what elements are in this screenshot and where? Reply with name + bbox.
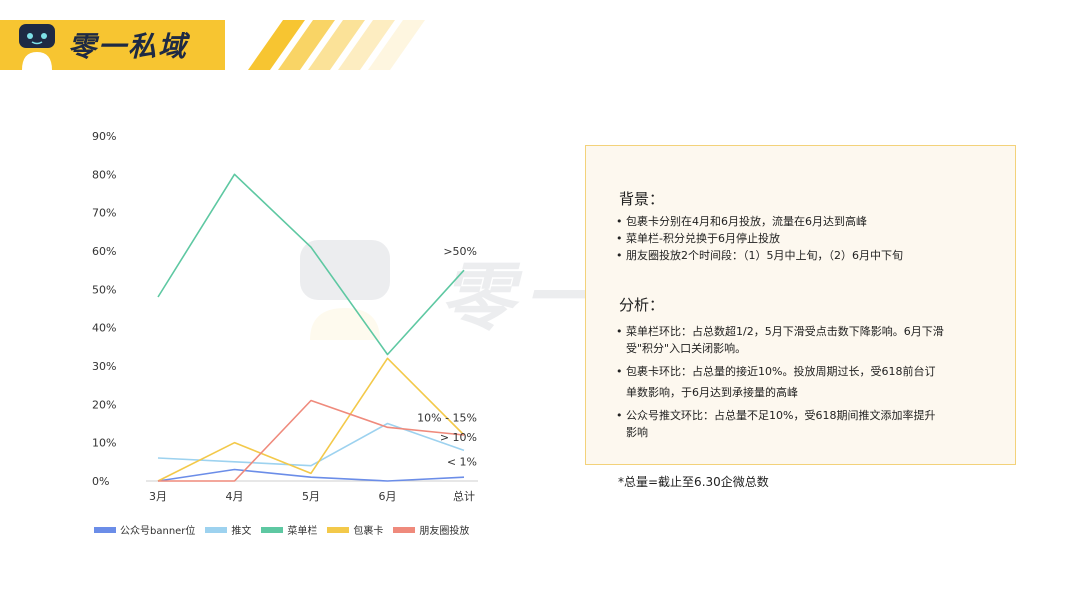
series-line xyxy=(157,357,465,482)
y-tick-label: 80% xyxy=(92,168,116,181)
line-chart: 0% 10% 20% 30% 40% 50% 60% 70% 80% 90% 3月 4月 5月 6月 总计 >… xyxy=(92,130,478,503)
background-list: 包裹卡分别在4月和6月投放，流量在6月达到高峰 菜单栏-积分兑换于6月停止投放 … xyxy=(616,213,966,264)
series-line xyxy=(157,422,465,467)
x-tick-label: 4月 xyxy=(226,490,244,503)
x-tick-label: 6月 xyxy=(379,490,397,503)
x-tick-label: 3月 xyxy=(149,490,167,503)
legend-item: 朋友圈投放 xyxy=(393,522,469,537)
robot-logo-icon xyxy=(19,24,55,70)
analysis-list: 菜单栏环比：占总数超1/2，5月下滑受点击数下降影响。6月下滑受"积分"入口关闭… xyxy=(616,323,946,441)
chart-legend: 公众号banner位 推文 菜单栏 包裹卡 朋友圈投放 xyxy=(94,522,469,537)
x-tick-label: 5月 xyxy=(302,490,320,503)
footnote: *总量=截止至6.30企微总数 xyxy=(618,475,769,489)
x-tick-label: 总计 xyxy=(453,489,475,503)
legend-swatch xyxy=(393,526,416,533)
watermark-robot-icon xyxy=(300,240,390,340)
legend-item: 公众号banner位 xyxy=(94,522,195,537)
chart-annotation: >50% xyxy=(443,245,477,258)
header-banner: 零一私域 xyxy=(0,0,426,70)
legend-item: 菜单栏 xyxy=(261,522,317,537)
series-line xyxy=(158,399,465,482)
legend-label: 朋友圈投放 xyxy=(419,526,470,537)
analysis-heading: 分析： xyxy=(619,296,665,314)
list-item: 包裹卡环比：占总量的接近10%。投放周期过长，受618前台订单数影响，于6月达到… xyxy=(616,361,946,403)
y-tick-label: 20% xyxy=(92,398,116,411)
y-tick-label: 30% xyxy=(92,360,116,373)
y-tick-label: 60% xyxy=(92,245,116,258)
brand-title: 零一私域 xyxy=(68,30,189,63)
y-tick-label: 90% xyxy=(92,130,116,143)
list-item: 公众号推文环比：占总量不足10%，受618期间推文添加率提升影响 xyxy=(616,407,946,441)
chart-annotation: 10% - 15% xyxy=(417,412,477,425)
list-item: 菜单栏环比：占总数超1/2，5月下滑受点击数下降影响。6月下滑受"积分"入口关闭… xyxy=(616,323,946,357)
y-tick-label: 70% xyxy=(92,207,116,220)
legend-item: 包裹卡 xyxy=(327,522,383,537)
y-tick-label: 0% xyxy=(92,475,109,488)
legend-swatch xyxy=(261,526,284,533)
legend-swatch xyxy=(327,526,350,533)
background-heading: 背景： xyxy=(619,190,665,208)
legend-swatch xyxy=(205,526,228,533)
legend-label: 包裹卡 xyxy=(353,526,384,537)
chart-annotation: < 1% xyxy=(447,456,477,469)
legend-label: 推文 xyxy=(231,526,252,537)
series-line xyxy=(157,173,465,356)
y-tick-label: 50% xyxy=(92,283,116,296)
list-item: 包裹卡分别在4月和6月投放，流量在6月达到高峰 xyxy=(616,213,966,230)
series-line xyxy=(157,468,465,482)
legend-swatch xyxy=(94,526,116,533)
legend-label: 菜单栏 xyxy=(287,526,318,537)
list-item: 朋友圈投放2个时间段：（1）5月中上旬，（2）6月中下旬 xyxy=(616,247,966,264)
analysis-panel: 背景： 包裹卡分别在4月和6月投放，流量在6月达到高峰 菜单栏-积分兑换于6月停… xyxy=(585,145,1016,465)
list-item: 菜单栏-积分兑换于6月停止投放 xyxy=(616,230,966,247)
legend-label: 公众号banner位 xyxy=(120,526,196,537)
chart-annotation: > 10% xyxy=(440,431,477,444)
legend-item: 推文 xyxy=(205,522,251,537)
y-tick-label: 40% xyxy=(92,322,116,335)
y-tick-label: 10% xyxy=(92,437,116,450)
